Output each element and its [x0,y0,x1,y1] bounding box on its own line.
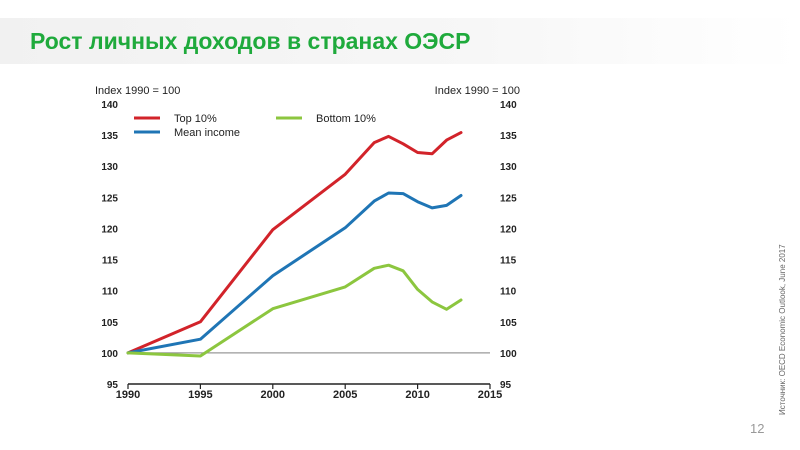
x-tick-2000: 2000 [261,389,285,401]
x-tick-1990: 1990 [116,389,140,401]
y-tick-right-105: 105 [500,318,517,329]
y-tick-right-115: 115 [500,256,517,267]
y-tick-left-115: 115 [102,256,119,267]
y-tick-left-140: 140 [101,100,118,111]
y-tick-right-135: 135 [500,131,517,142]
y-tick-right-130: 130 [500,162,517,173]
x-tick-1995: 1995 [188,389,212,401]
y-tick-left-105: 105 [101,318,118,329]
y-tick-left-130: 130 [101,162,118,173]
legend-label-bottom-10-: Bottom 10% [316,113,376,125]
y-tick-right-110: 110 [500,287,517,298]
series-line-bottom-10- [126,263,463,358]
title-bar [0,18,800,64]
y-tick-left-95: 95 [107,380,119,391]
y-tick-right-95: 95 [500,380,512,391]
legend-label-top-10-: Top 10% [174,113,217,125]
legend-label-mean-income: Mean income [174,127,240,139]
x-tick-2015: 2015 [478,389,502,401]
y-tick-right-125: 125 [500,193,517,204]
series-line-mean-income [126,191,463,355]
y-tick-right-100: 100 [500,349,517,360]
y-tick-left-100: 100 [101,349,118,360]
y-tick-left-120: 120 [101,224,118,235]
x-tick-2005: 2005 [333,389,357,401]
y-tick-left-125: 125 [101,193,118,204]
source-note: Источник: OECD Economic Outlook, June 20… [778,244,787,415]
right-axis-label: Index 1990 = 100 [435,85,520,97]
x-tick-2010: 2010 [405,389,429,401]
y-tick-right-120: 120 [500,224,517,235]
y-tick-right-140: 140 [500,100,517,111]
y-tick-left-110: 110 [102,287,119,298]
series-line-top-10- [126,131,463,355]
y-tick-left-135: 135 [101,131,118,142]
page-number: 12 [750,421,765,436]
slide-title: Рост личных доходов в странах ОЭСР [30,28,471,54]
left-axis-label: Index 1990 = 100 [95,85,180,97]
